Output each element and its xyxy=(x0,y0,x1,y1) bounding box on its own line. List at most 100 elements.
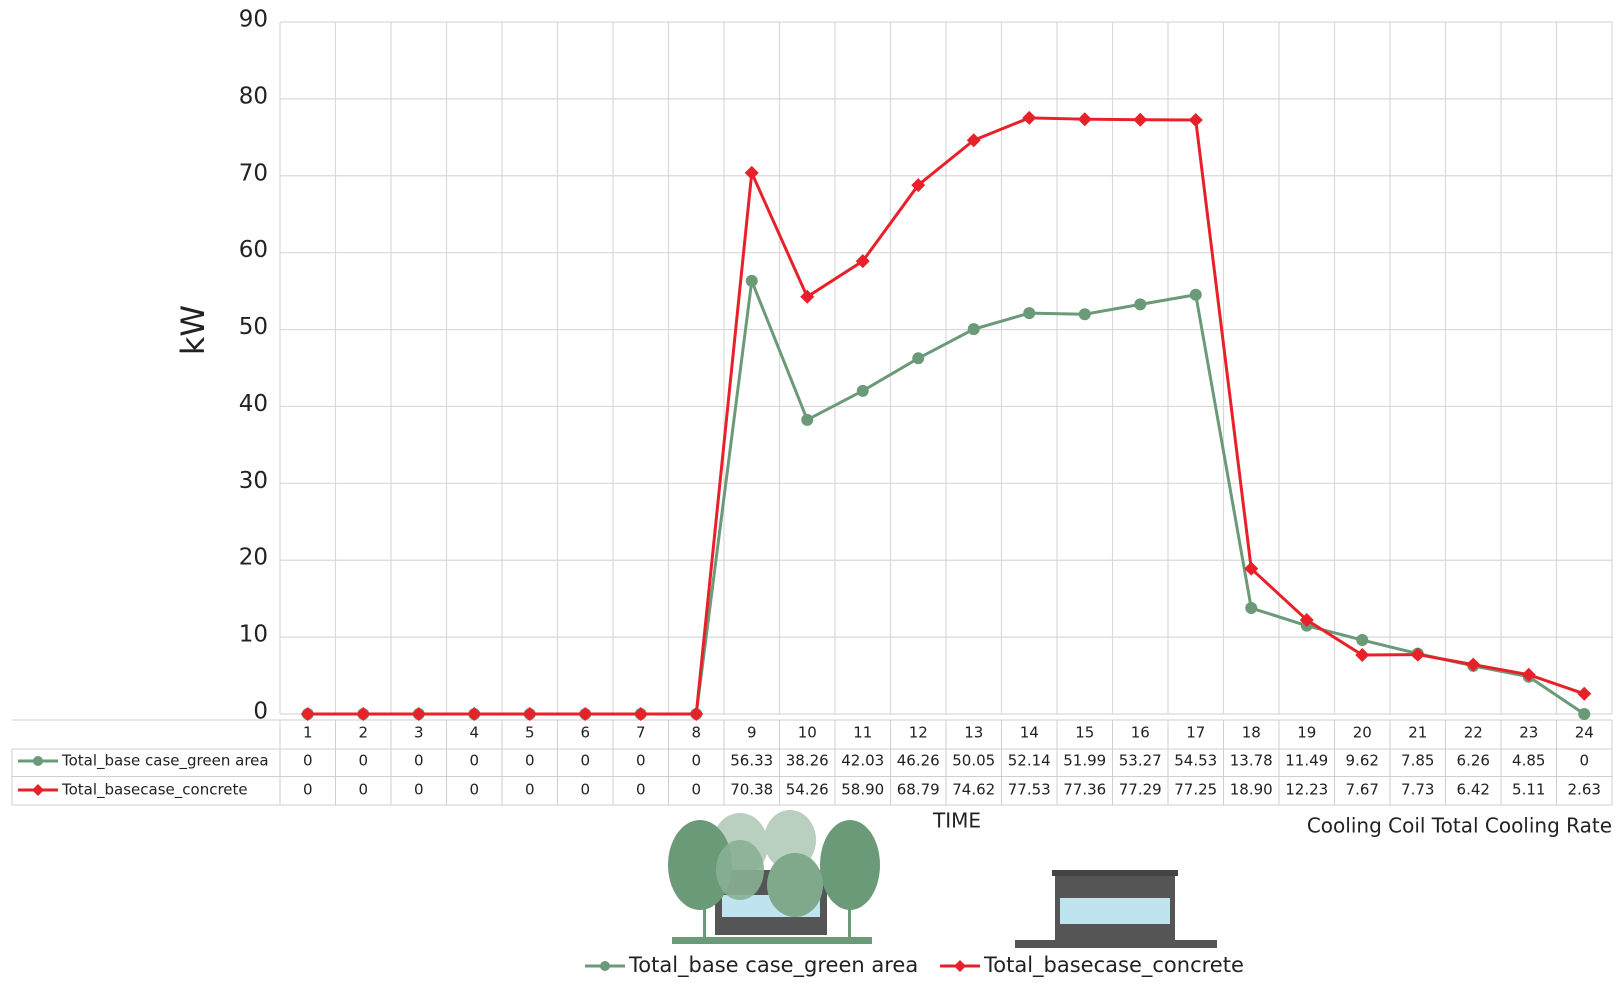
x-tick-label: 6 xyxy=(580,724,590,742)
point xyxy=(801,413,814,426)
legend-marker xyxy=(954,960,966,972)
table-value: 6.26 xyxy=(1457,752,1490,770)
x-tick-label: 19 xyxy=(1297,724,1316,742)
point xyxy=(1577,686,1592,701)
x-tick-label: 10 xyxy=(798,724,817,742)
illustration xyxy=(668,810,1217,948)
table-value: 77.29 xyxy=(1119,781,1162,799)
point xyxy=(1134,298,1147,311)
table-value: 54.26 xyxy=(786,781,829,799)
point xyxy=(1244,561,1259,576)
table-value: 12.23 xyxy=(1285,781,1328,799)
legend-marker xyxy=(600,961,610,971)
table-series-name: Total_basecase_concrete xyxy=(61,781,248,800)
point xyxy=(1078,308,1091,321)
table-value: 46.26 xyxy=(897,752,940,770)
point xyxy=(467,707,482,721)
x-axis-label: TIME xyxy=(932,809,981,833)
x-tick-label: 18 xyxy=(1242,724,1261,742)
table-series-name: Total_base case_green area xyxy=(61,752,269,771)
point xyxy=(1521,667,1536,682)
y-tick-label: 20 xyxy=(239,545,268,571)
table-value: 5.11 xyxy=(1512,781,1545,799)
y-tick-label: 10 xyxy=(239,622,268,648)
table-value: 54.53 xyxy=(1174,752,1217,770)
table-value: 42.03 xyxy=(841,752,884,770)
point xyxy=(356,707,371,721)
point xyxy=(300,707,315,721)
table-value: 70.38 xyxy=(730,781,773,799)
point xyxy=(411,707,426,721)
x-tick-label: 4 xyxy=(469,724,479,742)
legend-marker xyxy=(32,784,44,796)
x-tick-label: 11 xyxy=(853,724,872,742)
table-value: 6.42 xyxy=(1457,781,1490,799)
table-value: 38.26 xyxy=(786,752,829,770)
table-value: 74.62 xyxy=(952,781,995,799)
table-value: 13.78 xyxy=(1230,752,1273,770)
point xyxy=(1466,657,1481,672)
point xyxy=(856,384,869,397)
table-value: 0 xyxy=(691,781,701,799)
point xyxy=(967,323,980,336)
y-tick-label: 60 xyxy=(239,237,268,263)
point xyxy=(1245,602,1258,615)
series-line xyxy=(307,116,1585,716)
x-tick-label: 20 xyxy=(1353,724,1372,742)
point xyxy=(1133,112,1148,127)
table-value: 2.63 xyxy=(1568,781,1601,799)
x-tick-label: 24 xyxy=(1575,724,1594,742)
point xyxy=(744,165,759,180)
point xyxy=(1188,113,1203,128)
table-value: 0 xyxy=(414,781,424,799)
x-tick-label: 17 xyxy=(1186,724,1205,742)
y-tick-label: 30 xyxy=(239,468,268,494)
point xyxy=(522,707,537,721)
y-tick-label: 90 xyxy=(239,7,268,33)
table-value: 77.25 xyxy=(1174,781,1217,799)
x-tick-label: 16 xyxy=(1131,724,1150,742)
table-value: 4.85 xyxy=(1512,752,1545,770)
y-tick-label: 70 xyxy=(239,160,268,186)
point xyxy=(800,289,815,304)
x-tick-label: 21 xyxy=(1408,724,1427,742)
y-axis-label: kW xyxy=(174,305,212,355)
x-tick-label: 12 xyxy=(909,724,928,742)
table-value: 0 xyxy=(469,781,479,799)
legend-label: Total_basecase_concrete xyxy=(983,953,1244,978)
point xyxy=(911,178,926,193)
table-value: 52.14 xyxy=(1008,752,1051,770)
table-value: 50.05 xyxy=(952,752,995,770)
y-tick-label: 40 xyxy=(239,391,268,417)
table-value: 7.67 xyxy=(1346,781,1379,799)
point xyxy=(1023,307,1036,320)
y-tick-label: 80 xyxy=(239,83,268,109)
table-value: 0 xyxy=(580,781,590,799)
y-tick-label: 50 xyxy=(239,314,268,340)
table-value: 0 xyxy=(580,752,590,770)
x-tick-label: 9 xyxy=(747,724,757,742)
table-value: 0 xyxy=(636,781,646,799)
point xyxy=(1299,612,1314,627)
x-tick-label: 23 xyxy=(1519,724,1538,742)
table-value: 18.90 xyxy=(1230,781,1273,799)
point xyxy=(855,254,870,269)
table-value: 11.49 xyxy=(1285,752,1328,770)
x-tick-label: 7 xyxy=(636,724,646,742)
table-value: 7.85 xyxy=(1401,752,1434,770)
point xyxy=(1356,634,1369,647)
table-value: 0 xyxy=(525,781,535,799)
table-value: 56.33 xyxy=(730,752,773,770)
table-value: 0 xyxy=(1579,752,1589,770)
point xyxy=(745,274,758,287)
table-value: 7.73 xyxy=(1401,781,1434,799)
table-value: 51.99 xyxy=(1063,752,1106,770)
legend-marker xyxy=(33,756,43,766)
x-tick-label: 15 xyxy=(1075,724,1094,742)
table-value: 0 xyxy=(636,752,646,770)
table-value: 0 xyxy=(303,781,313,799)
y-tick-label: 0 xyxy=(253,699,268,725)
table-value: 0 xyxy=(358,781,368,799)
x-tick-label: 14 xyxy=(1020,724,1039,742)
